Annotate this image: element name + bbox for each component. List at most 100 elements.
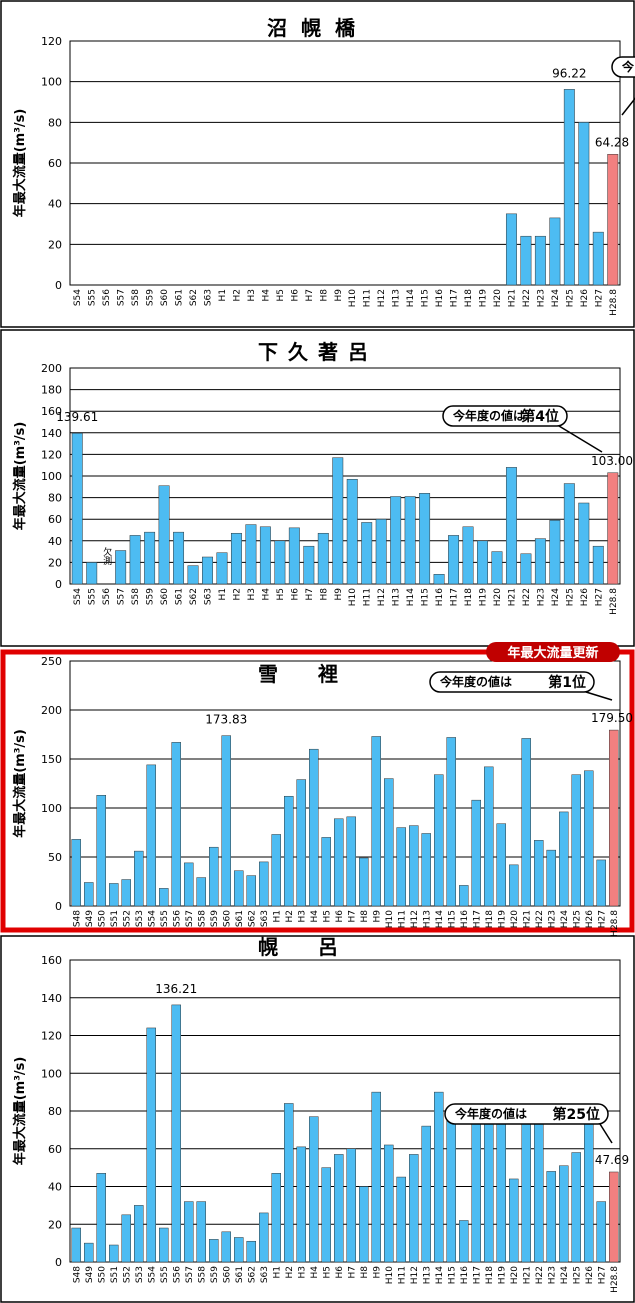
- bar: [521, 1112, 531, 1263]
- bar: [384, 778, 394, 907]
- x-tick-label: H18: [464, 289, 474, 307]
- bar: [234, 870, 244, 907]
- x-tick-label: H2: [285, 910, 295, 923]
- bar: [317, 532, 329, 585]
- x-tick-label: H20: [493, 588, 503, 606]
- bar: [419, 493, 431, 585]
- y-tick-label: 250: [41, 655, 62, 668]
- callout-rank: 第4位: [521, 408, 559, 425]
- x-tick-label: H16: [460, 910, 470, 928]
- x-tick-label: H8: [319, 588, 329, 601]
- x-tick-label: S61: [175, 588, 185, 605]
- y-tick-label: 40: [48, 535, 62, 548]
- x-tick-label: H6: [290, 588, 300, 601]
- bar: [159, 888, 169, 907]
- x-tick-label: S61: [235, 910, 245, 927]
- value-label: 64.28: [595, 135, 629, 149]
- x-tick-label: S62: [189, 588, 199, 605]
- bar: [84, 1242, 94, 1263]
- x-tick-label: S57: [117, 588, 127, 605]
- bar: [607, 154, 619, 286]
- x-tick-label: S48: [72, 910, 82, 927]
- x-tick-label: S63: [204, 588, 214, 605]
- x-tick-label: S59: [210, 1266, 220, 1283]
- x-tick-label: S56: [172, 1266, 182, 1283]
- x-tick-label: S57: [185, 1266, 195, 1283]
- x-tick-label: H13: [392, 289, 402, 307]
- bar: [559, 811, 569, 907]
- bar: [505, 467, 517, 585]
- bar: [563, 89, 575, 286]
- x-tick-label: H12: [410, 910, 420, 928]
- bar: [202, 556, 213, 585]
- bar: [571, 1152, 581, 1263]
- x-tick-label: S51: [110, 910, 120, 927]
- bar: [371, 736, 381, 907]
- bar: [84, 882, 94, 907]
- bar: [477, 540, 488, 585]
- bar: [216, 552, 228, 585]
- x-tick-label: S49: [85, 910, 95, 927]
- y-axis-label: 年最大流量(m³/s): [12, 422, 28, 531]
- callout-box: [442, 405, 568, 427]
- bar: [121, 1214, 131, 1263]
- callout-text: 今年度の値は: [452, 408, 525, 423]
- x-tick-label: H21: [522, 1266, 532, 1284]
- bar: [259, 861, 269, 907]
- y-tick-label: 100: [41, 470, 62, 483]
- callout-leader: [558, 425, 603, 453]
- y-tick-label: 60: [48, 1143, 62, 1156]
- bar: [144, 531, 156, 585]
- x-tick-label: H23: [547, 910, 557, 928]
- chart-title: 沼幌橋: [267, 16, 369, 40]
- bar: [609, 729, 619, 907]
- x-tick-label: H27: [597, 1266, 607, 1284]
- bar: [609, 1171, 619, 1263]
- x-tick-label: S49: [85, 1266, 95, 1283]
- x-tick-label: H20: [510, 910, 520, 928]
- bar: [121, 879, 131, 907]
- x-tick-label: S60: [222, 1266, 232, 1283]
- bar: [459, 1220, 469, 1263]
- bar: [596, 1201, 606, 1263]
- bar: [484, 1123, 494, 1263]
- bar: [134, 1205, 144, 1263]
- bar: [359, 1186, 369, 1263]
- x-tick-label: H8: [360, 910, 370, 923]
- bar: [409, 1154, 419, 1263]
- bar: [534, 235, 546, 286]
- bar: [509, 1178, 519, 1263]
- bar: [520, 235, 532, 286]
- panel-frame: [0, 329, 635, 647]
- bar: [271, 834, 281, 907]
- x-tick-label: H27: [597, 910, 607, 928]
- x-tick-label: S55: [160, 910, 170, 927]
- x-tick-label: H17: [450, 289, 460, 307]
- x-tick-label: H5: [276, 289, 286, 302]
- y-tick-label: 0: [55, 1256, 62, 1269]
- panel-frame: [0, 649, 635, 933]
- plot-frame: [69, 959, 621, 1263]
- bar: [434, 774, 444, 907]
- plot-frame: [69, 367, 621, 585]
- x-tick-label: H4: [261, 289, 271, 302]
- bar: [534, 538, 546, 585]
- callout-leader: [599, 1123, 613, 1144]
- x-tick-label: H3: [247, 289, 257, 302]
- x-tick-label: H1: [272, 1266, 282, 1279]
- x-tick-label: H28.8: [609, 289, 619, 316]
- x-tick-label: S62: [247, 910, 257, 927]
- bar: [471, 799, 481, 907]
- chart-title: 幌呂: [258, 935, 378, 959]
- x-tick-label: H25: [565, 289, 575, 307]
- bar: [246, 875, 256, 907]
- x-tick-label: H3: [247, 588, 257, 601]
- x-tick-label: S58: [131, 289, 141, 306]
- x-tick-label: H15: [421, 588, 431, 606]
- y-tick-label: 80: [48, 116, 62, 129]
- bar: [245, 524, 257, 585]
- x-tick-label: H10: [385, 1266, 395, 1284]
- bar: [459, 885, 469, 907]
- bar: [71, 839, 81, 907]
- x-tick-label: H16: [435, 588, 445, 606]
